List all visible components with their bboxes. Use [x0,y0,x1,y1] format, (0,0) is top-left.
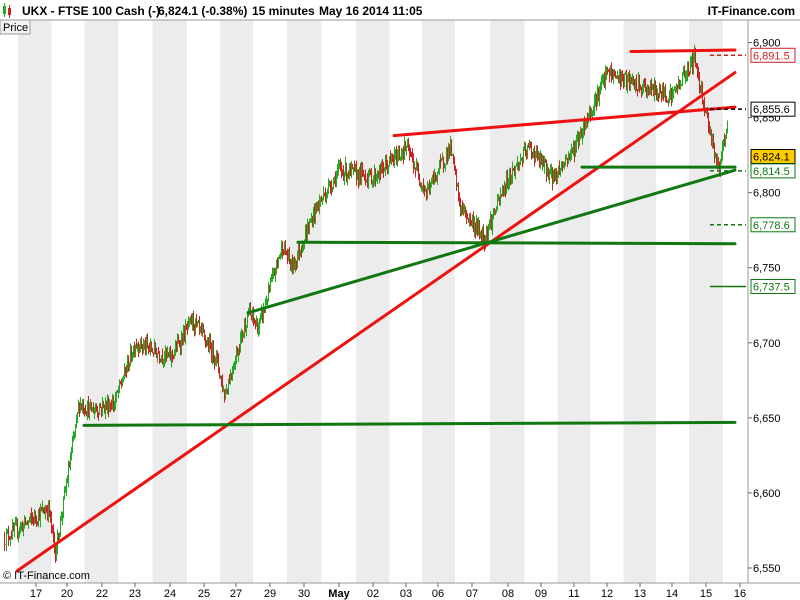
x-tick-label: 30 [298,588,310,600]
price-labels: 6,891.5 6,855.6 6,824.1 6,814.5 6,778.6 6,737… [710,47,796,294]
day-band [557,20,591,583]
green-trend-line [296,240,737,246]
x-tick-label: 29 [264,588,276,600]
price-label-box [750,101,796,117]
x-tick-label: 08 [502,588,514,600]
y-tick-label: 6,600 [753,488,781,500]
x-axis-ticks: 17 20 22 23 24 25 27 29 30 May 02 03 06 07 08 09 11 12 13 1… [30,583,746,600]
x-tick-label: 27 [230,588,242,600]
header-icon [3,3,11,18]
panel-label-box [0,19,31,35]
candles [4,44,728,563]
x-tick-label: 09 [535,588,547,600]
header-bar [0,0,800,20]
price-label-text: 6,855.6 [753,104,790,116]
x-tick-label: 22 [96,588,108,600]
datetime-text: May 16 2014 11:05 [319,4,423,18]
price-label-text: 6,824.1 [753,151,790,163]
interval-text: 15 minutes [252,4,315,18]
price-label-box [750,163,796,179]
brand-text: IT-Finance.com [708,4,795,18]
copyright-text: © IT-Finance.com [3,570,90,582]
y-tick-label: 6,700 [753,338,781,350]
price-label-text: 6,891.5 [753,50,790,62]
x-tick-label: 11 [568,588,579,600]
day-band [356,20,390,583]
y-tick-label: 6,550 [753,563,781,575]
x-tick-label: 12 [601,588,613,600]
y-tick-label: 6,800 [753,188,781,200]
x-tick-label: 16 [734,588,746,600]
price-label-box [750,278,796,294]
trend-lines [15,48,737,573]
x-tick-label: 25 [198,588,210,600]
x-tick-label: 20 [61,588,73,600]
price-label-box [750,47,796,63]
day-band [490,20,525,583]
day-band [152,20,187,583]
day-band [220,20,253,583]
x-tick-label: 24 [164,588,176,600]
red-trend-line [629,48,737,54]
x-tick-label: 15 [700,588,712,600]
day-bands [18,20,723,583]
day-band [287,20,322,583]
x-tick-label: 06 [432,588,444,600]
price-label-text: 6,778.6 [753,220,790,232]
quote-text: 6,824.1 (-0.38%) [158,4,247,18]
day-band [18,20,52,583]
day-band [689,20,723,583]
day-band [422,20,455,583]
price-label-box [750,217,796,233]
y-tick-label: 6,900 [753,38,781,50]
x-tick-label: 17 [30,588,42,600]
x-tick-label: May [328,588,350,600]
y-tick-label: 6,750 [753,263,781,275]
y-tick-label: 6,650 [753,413,781,425]
red-trend-line [15,71,737,573]
price-label-text: 6,737.5 [753,281,790,293]
day-band [623,20,656,583]
x-tick-label: 13 [634,588,646,600]
price-label-text: 6,814.5 [753,166,790,178]
x-tick-label: 03 [400,588,412,600]
day-band [84,20,119,583]
x-tick-label: 07 [466,588,478,600]
x-tick-label: 02 [367,588,379,600]
panel-label: Price [3,22,28,34]
red-trend-line [392,105,737,138]
instrument-title: UKX - FTSE 100 Cash (-) [22,4,160,18]
x-tick-label: 23 [129,588,141,600]
x-tick-label: 14 [666,588,678,600]
green-trend-line [82,420,737,427]
